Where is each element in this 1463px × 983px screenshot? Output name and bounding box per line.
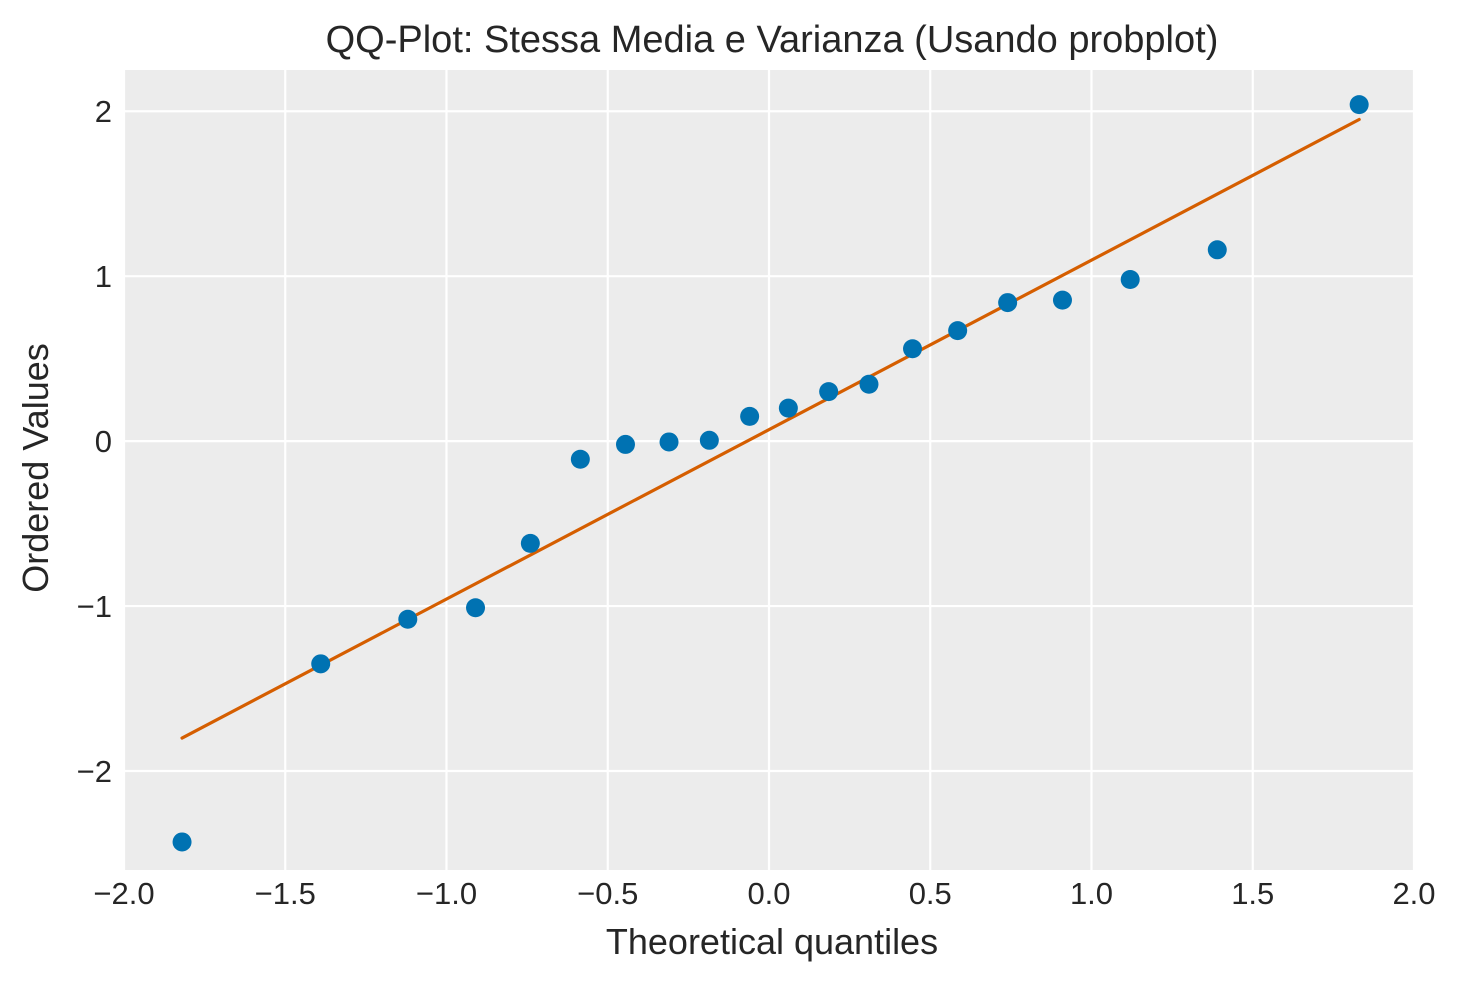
data-point — [659, 432, 679, 452]
data-point — [311, 654, 331, 674]
data-point — [778, 398, 798, 418]
y-tick-labels: −2 −1 0 1 2 — [77, 94, 112, 789]
fit-line-layer — [180, 117, 1361, 740]
fit-line — [180, 117, 1361, 740]
data-point — [615, 434, 635, 454]
y-axis-label: Ordered Values — [15, 343, 56, 592]
x-tick-label: −1.5 — [255, 876, 316, 911]
x-tick-label: −1.0 — [416, 876, 477, 911]
y-tick-label: 0 — [95, 424, 112, 459]
data-point — [1052, 290, 1072, 310]
x-axis-label: Theoretical quantiles — [606, 921, 938, 962]
y-tick-label: −2 — [77, 754, 112, 789]
y-tick-label: 1 — [95, 259, 112, 294]
x-tick-label: 0.0 — [747, 876, 790, 911]
data-point — [740, 406, 760, 426]
data-point — [699, 430, 719, 450]
data-point — [466, 598, 486, 618]
data-point — [520, 533, 540, 553]
data-point — [819, 382, 839, 402]
data-point — [948, 321, 968, 341]
x-tick-label: 2.0 — [1392, 876, 1435, 911]
x-tick-label: −0.5 — [577, 876, 638, 911]
data-point — [398, 609, 418, 629]
x-tick-label: −2.0 — [93, 876, 154, 911]
x-tick-label: 1.5 — [1231, 876, 1274, 911]
grid-lines — [122, 70, 1416, 870]
scatter-points — [172, 95, 1369, 852]
x-tick-label: 0.5 — [909, 876, 952, 911]
data-point — [903, 339, 923, 359]
data-point — [1207, 240, 1227, 260]
data-point — [570, 449, 590, 469]
data-point — [859, 374, 879, 394]
data-point — [1349, 95, 1369, 115]
data-point — [1120, 269, 1140, 289]
x-tick-labels: −2.0 −1.5 −1.0 −0.5 0.0 0.5 1.0 1.5 2.0 — [93, 876, 1435, 911]
y-tick-label: −1 — [77, 589, 112, 624]
chart-title: QQ-Plot: Stessa Media e Varianza (Usando… — [326, 19, 1219, 61]
x-tick-label: 1.0 — [1070, 876, 1113, 911]
data-point — [998, 293, 1018, 313]
data-point — [172, 832, 192, 852]
y-tick-label: 2 — [95, 94, 112, 129]
